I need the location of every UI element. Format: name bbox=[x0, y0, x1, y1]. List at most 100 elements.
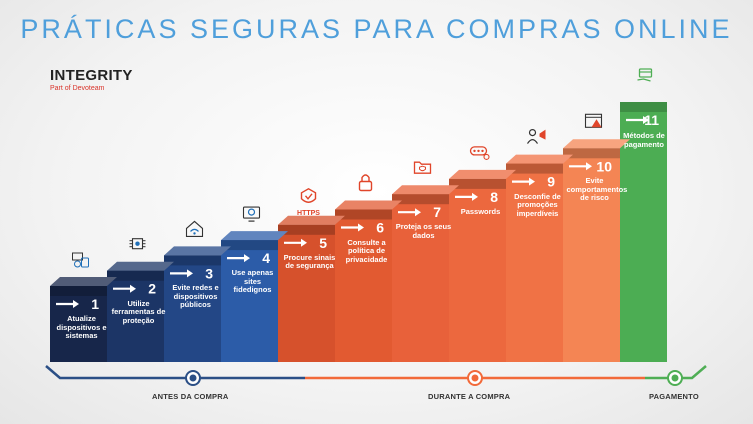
step-label: Passwords bbox=[460, 206, 501, 216]
step-top-face bbox=[335, 200, 402, 210]
logo-tagline: Part of Devoteam bbox=[50, 85, 105, 92]
step-7: 7 bbox=[392, 161, 459, 362]
step-4: 4 bbox=[221, 206, 288, 362]
padlock-icon bbox=[358, 174, 373, 192]
step-number: 11 bbox=[644, 112, 659, 128]
step-10: 10 bbox=[563, 113, 630, 362]
timeline-dot-antes bbox=[185, 370, 201, 386]
step-front-face bbox=[335, 209, 392, 362]
step-top-face bbox=[164, 246, 231, 256]
step-8: 8 bbox=[449, 146, 516, 362]
step-edge-shadow bbox=[392, 194, 449, 205]
integrity-logo: INTEGRITY Part of Devoteam bbox=[50, 67, 133, 92]
step-arrow-head bbox=[187, 269, 193, 278]
step-edge-shadow bbox=[335, 209, 392, 220]
step-label: Evite comportamentos de risco bbox=[566, 176, 628, 203]
step-top-face bbox=[449, 169, 516, 179]
step-front-face bbox=[221, 240, 278, 362]
step-6: 6 bbox=[335, 174, 402, 362]
step-front-face bbox=[392, 194, 449, 362]
step-label: Consulte a política de privacidade bbox=[345, 237, 388, 264]
phase-label-durante: DURANTE A COMPRA bbox=[428, 392, 511, 401]
step-3: 3 bbox=[164, 220, 231, 362]
step-number: 6 bbox=[376, 220, 384, 236]
step-top-face bbox=[107, 261, 174, 271]
step-edge-shadow bbox=[620, 102, 667, 112]
step-label: Métodos de pagamento bbox=[623, 131, 665, 149]
step-edge-shadow bbox=[164, 255, 221, 266]
step-label: Desconfie de promoções imperdíveis bbox=[514, 191, 561, 218]
step-top-face bbox=[50, 277, 117, 286]
wifi-house-icon bbox=[185, 220, 204, 237]
step-top-face bbox=[221, 231, 288, 241]
step-number: 9 bbox=[547, 174, 555, 190]
step-front-face bbox=[620, 102, 667, 362]
step-front-face bbox=[506, 163, 563, 362]
step-arrow-head bbox=[244, 254, 250, 263]
step-label: Atualize dispositivos e sistemas bbox=[56, 314, 107, 340]
password-key-icon bbox=[469, 146, 490, 160]
step-arrow-head bbox=[301, 238, 307, 247]
step-front-face bbox=[50, 286, 107, 362]
step-edge-shadow bbox=[107, 270, 164, 281]
step-front-face bbox=[449, 178, 506, 362]
step-label: Evite redes e dispositivos públicos bbox=[172, 283, 219, 310]
phase-label-antes: ANTES DA COMPRA bbox=[152, 392, 229, 401]
step-number: 1 bbox=[91, 296, 99, 312]
step-11: 11 bbox=[620, 68, 667, 362]
https-label: HTTPS bbox=[297, 210, 320, 217]
step-number: 10 bbox=[596, 158, 612, 174]
step-edge-shadow bbox=[278, 224, 335, 235]
step-arrow-head bbox=[643, 116, 649, 124]
devices-sync-icon bbox=[72, 252, 89, 268]
timeline-dot-pagamento bbox=[667, 370, 683, 386]
step-top-face bbox=[392, 185, 459, 195]
step-number: 4 bbox=[262, 250, 270, 266]
card-hand-icon bbox=[637, 68, 653, 82]
step-edge-shadow bbox=[221, 240, 278, 251]
logo-name: INTEGRITY bbox=[50, 67, 133, 84]
timeline-dot-durante bbox=[467, 370, 483, 386]
step-number: 5 bbox=[319, 235, 327, 251]
step-front-face bbox=[107, 270, 164, 362]
step-number: 2 bbox=[148, 281, 156, 297]
timeline-antes-line bbox=[45, 365, 305, 380]
step-top-face bbox=[506, 154, 573, 164]
step-1: 1 bbox=[50, 252, 117, 362]
step-top-face bbox=[278, 215, 345, 225]
step-edge-shadow bbox=[506, 163, 563, 174]
step-label: Use apenas sites fidedignos bbox=[231, 268, 274, 295]
step-number: 8 bbox=[490, 189, 498, 205]
step-arrow-head bbox=[586, 162, 592, 171]
step-arrow-head bbox=[529, 177, 535, 186]
https-shield-icon: HTTPS bbox=[297, 187, 320, 217]
step-front-face bbox=[278, 224, 335, 362]
step-arrow-head bbox=[73, 300, 79, 308]
step-arrow-head bbox=[358, 223, 364, 232]
step-number: 3 bbox=[205, 265, 213, 281]
step-2: 2 bbox=[107, 238, 174, 362]
step-5: 5 HTTPS bbox=[278, 187, 345, 362]
page-title: PRÁTICAS SEGURAS PARA COMPRAS ONLINE bbox=[20, 14, 733, 44]
step-9: 9 bbox=[506, 129, 573, 362]
step-number: 7 bbox=[433, 204, 441, 220]
step-top-face bbox=[563, 139, 630, 149]
step-label: Procure sinais de segurança bbox=[283, 252, 336, 271]
step-arrow-head bbox=[415, 208, 421, 217]
step-edge-shadow bbox=[50, 286, 107, 296]
shield-folder-icon bbox=[413, 161, 432, 174]
step-edge-shadow bbox=[563, 148, 620, 159]
chip-shield-icon bbox=[129, 238, 146, 250]
timeline-pagamento-line bbox=[645, 365, 707, 380]
alert-browser-icon bbox=[584, 113, 603, 128]
step-front-face bbox=[563, 148, 620, 362]
step-edge-shadow bbox=[449, 178, 506, 189]
megaphone-user-icon bbox=[526, 129, 546, 144]
phase-label-pagamento: PAGAMENTO bbox=[649, 392, 699, 401]
secure-monitor-icon bbox=[242, 206, 261, 222]
step-label: Utilize ferramentas de proteção bbox=[111, 298, 166, 325]
step-arrow-head bbox=[130, 284, 136, 293]
step-arrow-head bbox=[472, 192, 478, 201]
